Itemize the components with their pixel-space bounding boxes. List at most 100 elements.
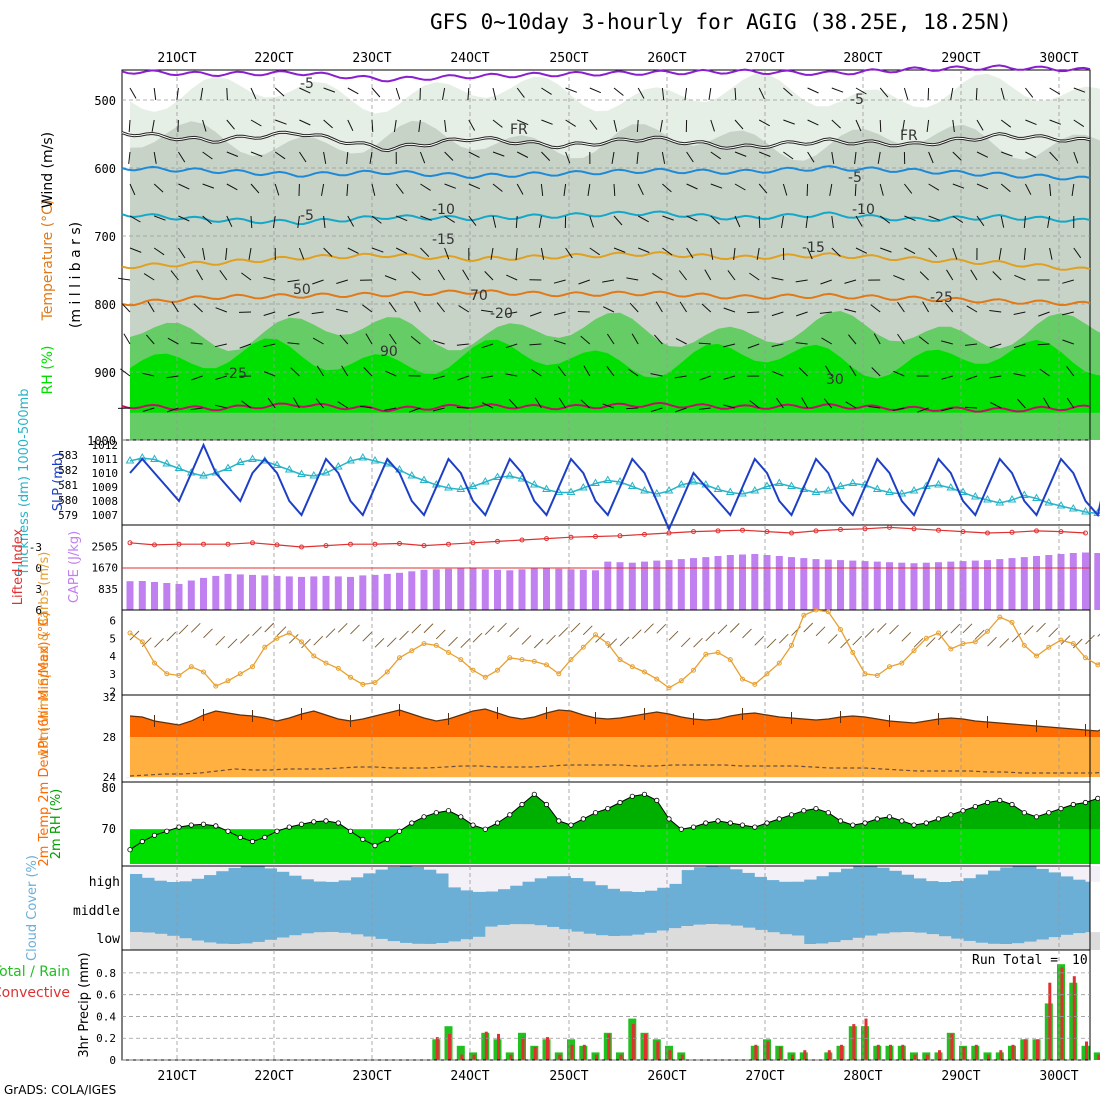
contour-label: -10 bbox=[852, 202, 875, 218]
precip-conv-bar bbox=[1036, 1039, 1039, 1060]
wind-barb bbox=[558, 397, 567, 409]
precip-conv-bar bbox=[570, 1044, 574, 1060]
cape-bar bbox=[763, 555, 771, 610]
cape-bar bbox=[285, 576, 293, 610]
wind-barb bbox=[420, 215, 432, 221]
wind10-barb bbox=[864, 628, 875, 638]
wind10-point bbox=[642, 669, 647, 675]
rh2m-point bbox=[225, 828, 231, 834]
wind-barb bbox=[298, 247, 305, 260]
wind-barb bbox=[178, 183, 190, 190]
wind-barb bbox=[516, 183, 524, 195]
thickness-point bbox=[578, 483, 588, 491]
cloud-high-gap bbox=[607, 866, 621, 889]
wind-barb bbox=[226, 87, 228, 101]
precip-conv-bar bbox=[778, 1046, 782, 1060]
precip-conv-bar bbox=[1023, 1039, 1027, 1060]
wind-barb bbox=[710, 119, 715, 132]
rh2m-point bbox=[176, 824, 182, 830]
thickness-point bbox=[1081, 507, 1090, 515]
wind-barb bbox=[411, 271, 421, 281]
wind-barb bbox=[410, 336, 421, 345]
upper-ylabel: RH (%) bbox=[40, 346, 56, 395]
wind-barb bbox=[339, 334, 349, 345]
cloud-low-fill bbox=[362, 936, 376, 950]
wind-barb bbox=[662, 183, 672, 193]
pressure-tick: 600 bbox=[94, 162, 116, 176]
cloud-high-gap bbox=[828, 866, 842, 873]
cloud-low-fill bbox=[571, 931, 584, 950]
cloud-low-fill bbox=[1036, 939, 1050, 950]
cape-bar bbox=[261, 575, 269, 610]
wind-barb bbox=[734, 119, 744, 130]
wind-barb bbox=[654, 334, 663, 345]
wind-barb bbox=[855, 215, 863, 227]
wind10-point bbox=[1034, 653, 1039, 659]
cloud-high-gap bbox=[375, 866, 388, 870]
slp-tick: 1007 bbox=[92, 509, 119, 522]
thickness-point bbox=[493, 472, 502, 480]
lifted-point bbox=[397, 541, 402, 546]
wind10-point bbox=[348, 674, 353, 680]
cloud-low-fill bbox=[987, 943, 1001, 950]
cloud-layer-label: middle bbox=[73, 904, 120, 919]
thickness-point bbox=[823, 486, 833, 494]
wind10-barb bbox=[288, 634, 299, 644]
wind-barb bbox=[845, 401, 857, 409]
rh2m-point bbox=[409, 820, 415, 826]
wind10-barb bbox=[938, 630, 948, 641]
wind-barb bbox=[505, 343, 518, 349]
wind-barb bbox=[879, 215, 891, 224]
wind10-barb bbox=[815, 626, 826, 637]
cape-tick: 835 bbox=[98, 583, 118, 596]
contour-label: 50 bbox=[293, 282, 311, 298]
lifted-point bbox=[936, 527, 941, 533]
wind10-point bbox=[225, 678, 231, 684]
cape-bar bbox=[469, 567, 477, 610]
wind-barb bbox=[215, 307, 227, 313]
wind-barb bbox=[458, 305, 470, 313]
wind-barb bbox=[299, 87, 311, 94]
wind-barb bbox=[468, 183, 480, 190]
wind-barb bbox=[950, 87, 954, 100]
wind-barb bbox=[831, 247, 841, 257]
wind-barb bbox=[897, 333, 905, 345]
wind10-barb bbox=[337, 622, 348, 633]
precip-tick: 0.2 bbox=[96, 1032, 116, 1045]
cape-bar bbox=[445, 568, 452, 610]
cloud-low-fill bbox=[730, 925, 744, 950]
precip-conv-bar bbox=[852, 1024, 856, 1060]
precip-conv-bar bbox=[889, 1044, 892, 1060]
thickness-point bbox=[235, 457, 245, 465]
cape-bar bbox=[530, 568, 538, 610]
cloud-low-fill bbox=[277, 937, 290, 950]
cape-bar bbox=[996, 559, 1004, 610]
wind-barb bbox=[798, 367, 808, 377]
wind-barb bbox=[637, 215, 649, 223]
x-tick-bottom: 25OCT bbox=[549, 1069, 588, 1084]
thickness-point bbox=[529, 480, 539, 488]
cloud-layer-label: high bbox=[89, 875, 120, 890]
cloud-low-fill bbox=[644, 932, 658, 950]
wind10-barb bbox=[154, 637, 164, 648]
lifted-point bbox=[813, 528, 819, 534]
wind-barb bbox=[1062, 339, 1074, 345]
wind10-barb bbox=[533, 638, 544, 649]
wind-barb bbox=[1039, 368, 1050, 377]
wind10-point bbox=[360, 681, 366, 687]
precip-tick: 0 bbox=[109, 1054, 116, 1067]
wind-barb bbox=[893, 274, 905, 281]
thickness-tick: 583 bbox=[58, 449, 78, 462]
thickness-point bbox=[1032, 493, 1041, 501]
cape-bar bbox=[273, 575, 281, 610]
lifted-point bbox=[519, 537, 525, 543]
wind-barb bbox=[444, 183, 456, 189]
wind-barb bbox=[606, 366, 615, 377]
wind-barb bbox=[118, 277, 131, 281]
cloud-high-gap bbox=[326, 866, 339, 882]
run-total-value: 10 bbox=[1072, 953, 1088, 968]
wind-barb bbox=[146, 334, 155, 345]
lifted-point bbox=[470, 540, 476, 546]
wind10-point bbox=[825, 609, 831, 615]
wind-barb bbox=[534, 397, 542, 409]
